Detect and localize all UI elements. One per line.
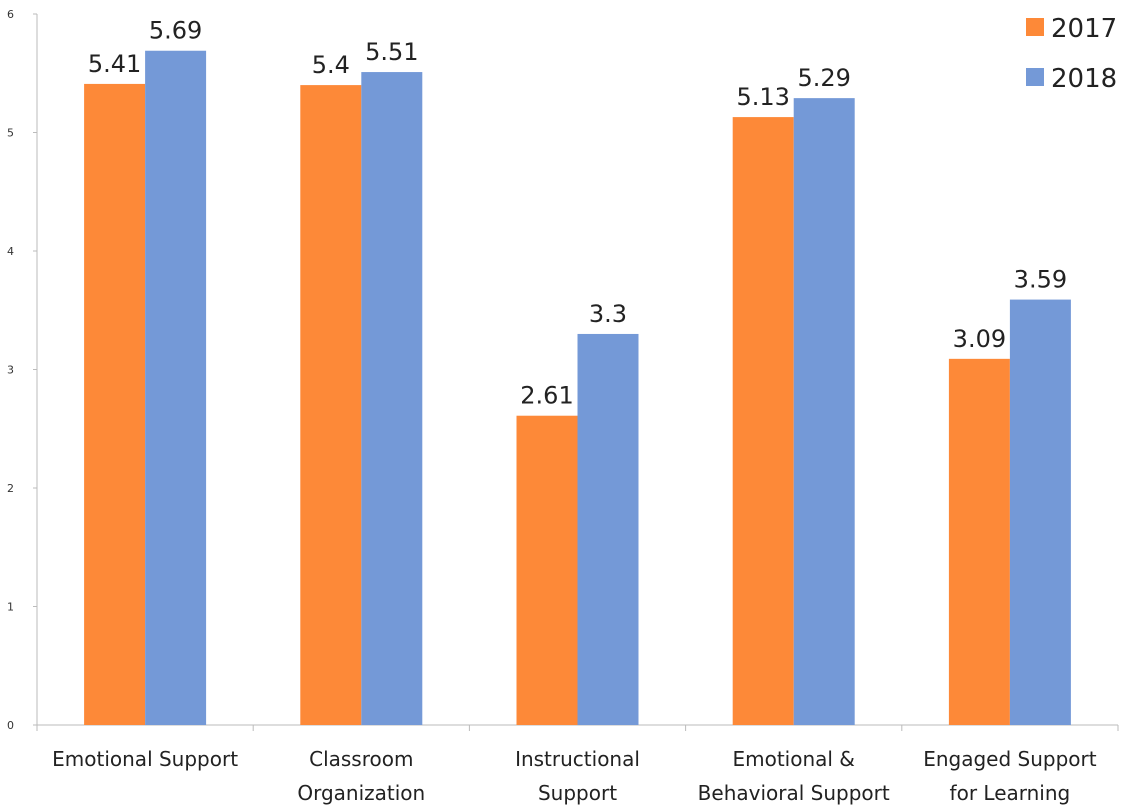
y-tick-label: 6	[7, 8, 14, 21]
bars	[84, 50, 1071, 726]
bar-2018-2	[577, 333, 639, 725]
category-label: for Learning	[950, 781, 1071, 805]
legend-swatch-2017	[1026, 18, 1044, 36]
category-labels: Emotional Support Classroom Organization In…	[52, 747, 1097, 805]
data-label: 2.61	[520, 382, 573, 410]
y-tick-label: 4	[7, 245, 14, 258]
legend-swatch-2018	[1026, 68, 1044, 86]
bar-2018-4	[1009, 299, 1071, 725]
data-label: 3.3	[589, 300, 627, 328]
y-tick-label: 5	[7, 127, 14, 140]
axes: 0 1 2 3 4 5 6	[7, 8, 1119, 732]
bar-2018-0	[145, 50, 207, 726]
bar-2018-1	[361, 72, 423, 725]
bar-2017-1	[300, 85, 362, 726]
legend-label: 2018	[1051, 64, 1117, 94]
bar-2018-3	[793, 98, 855, 725]
category-label: Organization	[297, 781, 425, 805]
data-label: 5.4	[312, 51, 350, 79]
data-label: 5.29	[797, 64, 850, 92]
category-label: Emotional Support	[52, 747, 238, 771]
data-label: 3.59	[1014, 266, 1067, 294]
bar-2017-2	[516, 415, 578, 725]
category-label: Classroom	[309, 747, 413, 771]
y-tick-label: 2	[7, 482, 14, 495]
y-tick-label: 0	[7, 719, 14, 732]
bar-2017-3	[732, 117, 794, 726]
data-label: 3.09	[953, 325, 1006, 353]
category-label: Instructional	[515, 747, 640, 771]
bar-2017-4	[948, 358, 1010, 725]
category-label: Support	[538, 781, 617, 805]
data-label: 5.69	[149, 17, 202, 45]
category-label: Behavioral Support	[698, 781, 890, 805]
y-tick-label: 3	[7, 364, 14, 377]
data-label: 5.13	[736, 83, 789, 111]
data-label: 5.51	[365, 38, 418, 66]
legend: 2017 2018	[1026, 14, 1117, 94]
category-label: Emotional &	[732, 747, 854, 771]
bar-2017-0	[84, 83, 146, 726]
legend-label: 2017	[1051, 14, 1117, 44]
data-labels: 5.41 5.69 5.4 5.51 2.61 3.3 5.13 5.29 3.09 3.59	[88, 17, 1067, 410]
data-label: 5.41	[88, 50, 141, 78]
category-label: Engaged Support	[923, 747, 1097, 771]
y-tick-label: 1	[7, 601, 14, 614]
